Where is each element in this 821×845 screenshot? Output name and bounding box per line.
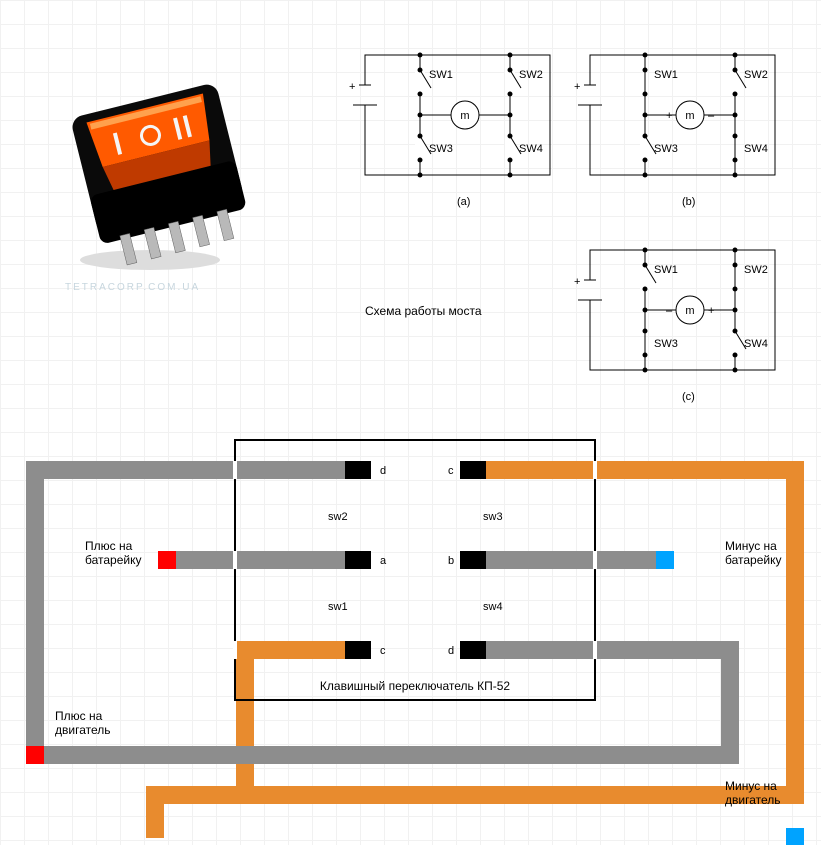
cap-red-batt [158,551,176,569]
svg-text:sw4: sw4 [483,601,503,613]
svg-text:+: + [349,81,355,93]
svg-text:+: + [708,305,714,317]
watermark: TETRACORP.COM.UA [65,282,200,293]
cap-cyan-motor [786,828,804,845]
circuit-b: + m + – SW1 SW2 SW3 SW4 (b) [574,53,775,209]
svg-text:SW3: SW3 [429,143,453,155]
lbl-minus-batt: Минус набатарейку [725,539,781,567]
svg-text:m: m [685,110,694,122]
lbl-minus-motor: Минус надвигатель [725,779,781,807]
svg-text:SW2: SW2 [744,69,768,81]
svg-text:b: b [448,555,454,567]
svg-text:SW4: SW4 [744,338,768,350]
svg-text:a: a [380,555,387,567]
svg-text:SW4: SW4 [519,143,543,155]
circuits-title: Схема работы моста [365,304,482,318]
svg-text:d: d [448,645,454,657]
lbl-plus-motor: Плюс надвигатель [55,709,111,737]
svg-text:m: m [685,305,694,317]
svg-text:SW1: SW1 [654,69,678,81]
circuit-b-label: (b) [682,196,695,208]
lbl-plus-batt: Плюс набатарейку [85,539,141,567]
svg-text:+: + [574,276,580,288]
svg-text:SW1: SW1 [429,69,453,81]
circuit-a-label: (a) [457,196,470,208]
svg-text:SW3: SW3 [654,143,678,155]
svg-text:SW3: SW3 [654,338,678,350]
circuit-c: + m – + SW1 SW2 SW3 SW4 (c) [574,248,775,404]
svg-text:SW4: SW4 [744,143,768,155]
svg-text:–: – [666,305,673,317]
rocker-switch-photo: TETRACORP.COM.UA [65,82,247,293]
page: TETRACORP.COM.UA + m SW1 SW2 [0,0,821,845]
svg-text:d: d [380,465,386,477]
cap-cyan-batt [656,551,674,569]
svg-text:m: m [460,110,469,122]
svg-text:c: c [380,645,386,657]
svg-text:sw1: sw1 [328,601,348,613]
cap-red-motor [26,746,44,764]
svg-text:sw2: sw2 [328,511,348,523]
svg-text:sw3: sw3 [483,511,503,523]
wire-grey [35,470,730,755]
svg-text:SW1: SW1 [654,264,678,276]
svg-text:c: c [448,465,454,477]
svg-text:–: – [708,110,715,122]
pin-blocks [345,461,486,659]
svg-text:SW2: SW2 [744,264,768,276]
wiring-diagram: d c a b c d sw2 sw3 sw1 sw4 Клавишный пе… [26,440,804,845]
box-title: Клавишный переключатель КП-52 [320,679,510,693]
svg-text:+: + [574,81,580,93]
svg-text:+: + [666,110,672,122]
circuit-c-label: (c) [682,391,695,403]
svg-text:SW2: SW2 [519,69,543,81]
diagram-svg: TETRACORP.COM.UA + m SW1 SW2 [0,0,821,845]
circuit-a: + m SW1 SW2 SW3 SW4 (a) [349,53,550,209]
